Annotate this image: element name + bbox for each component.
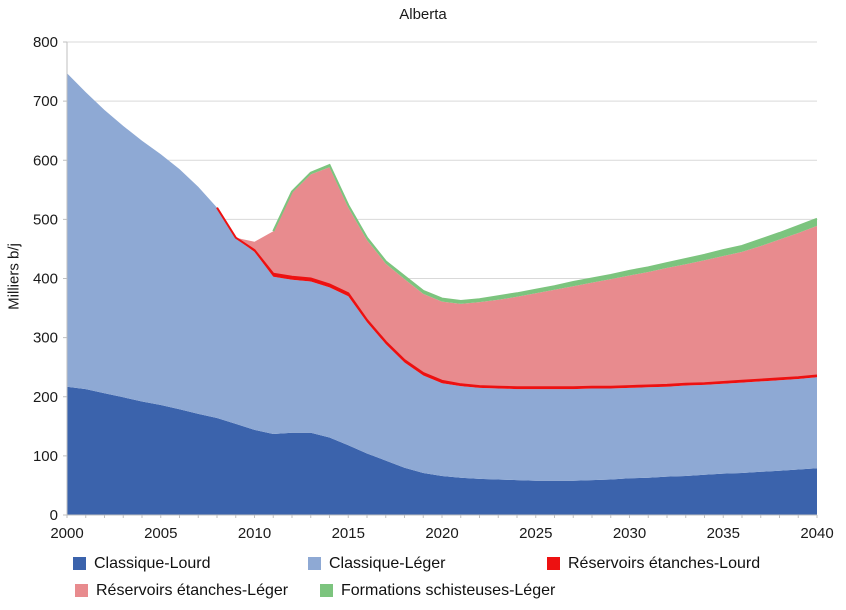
edge-formations-schisteuses-l-ger xyxy=(272,163,818,303)
chart-legend: Classique-Lourd Classique-Léger Réservoirs… xyxy=(0,550,846,604)
legend-label: Réservoirs étanches-Lourd xyxy=(568,554,761,572)
y-tick-label: 800 xyxy=(33,34,58,51)
area-r-servoirs-tanches-l-ger xyxy=(67,73,817,388)
legend-label: Classique-Lourd xyxy=(94,554,211,572)
y-tick-label: 100 xyxy=(33,448,58,465)
legend-item-r-servoirs-tanches-l-ger: Réservoirs étanches-Léger xyxy=(75,582,320,600)
stacked-area-plot: 0 100 200 300 400 500 600 700 800 2000 2005 2010 201… xyxy=(33,34,834,542)
legend-swatch xyxy=(308,557,321,570)
legend-item-formations-schisteuses-l-ger: Formations schisteuses-Léger xyxy=(320,582,555,600)
area-classique-l-ger xyxy=(67,73,817,481)
legend-swatch xyxy=(320,584,333,597)
y-tick-label: 700 xyxy=(33,93,58,110)
legend-swatch xyxy=(73,557,86,570)
y-tick-label: 200 xyxy=(33,389,58,406)
legend-swatch xyxy=(547,557,560,570)
y-tick-label: 500 xyxy=(33,211,58,228)
x-tick-label: 2040 xyxy=(800,525,833,542)
x-tick-label: 2000 xyxy=(50,525,83,542)
legend-label: Réservoirs étanches-Léger xyxy=(96,581,289,599)
legend-label: Classique-Léger xyxy=(329,554,446,572)
x-tick-label: 2005 xyxy=(144,525,177,542)
x-tick-label: 2035 xyxy=(707,525,740,542)
legend-row-1: Classique-Lourd Classique-Léger Réservoirs… xyxy=(0,550,846,577)
legend-row-2: Réservoirs étanches-Léger Formations schi… xyxy=(0,577,846,604)
chart-title: Alberta xyxy=(399,6,447,23)
y-tick-label: 400 xyxy=(33,271,58,288)
y-tick-label: 300 xyxy=(33,330,58,347)
x-tick-label: 2025 xyxy=(519,525,552,542)
x-tick-label: 2010 xyxy=(238,525,271,542)
x-tick-label: 2015 xyxy=(332,525,365,542)
legend-item-classique-l-ger: Classique-Léger xyxy=(308,555,547,573)
legend-item-r-servoirs-tanches-lourd: Réservoirs étanches-Lourd xyxy=(547,555,760,573)
legend-item-classique-lourd: Classique-Lourd xyxy=(73,555,308,573)
y-tick-label: 0 xyxy=(50,507,58,524)
area-classique-lourd xyxy=(67,386,817,515)
legend-label: Formations schisteuses-Léger xyxy=(341,581,556,599)
y-tick-label: 600 xyxy=(33,152,58,169)
x-tick-label: 2030 xyxy=(613,525,646,542)
edge-r-servoirs-tanches-lourd xyxy=(216,207,818,389)
legend-swatch xyxy=(75,584,88,597)
x-tick-label: 2020 xyxy=(425,525,458,542)
